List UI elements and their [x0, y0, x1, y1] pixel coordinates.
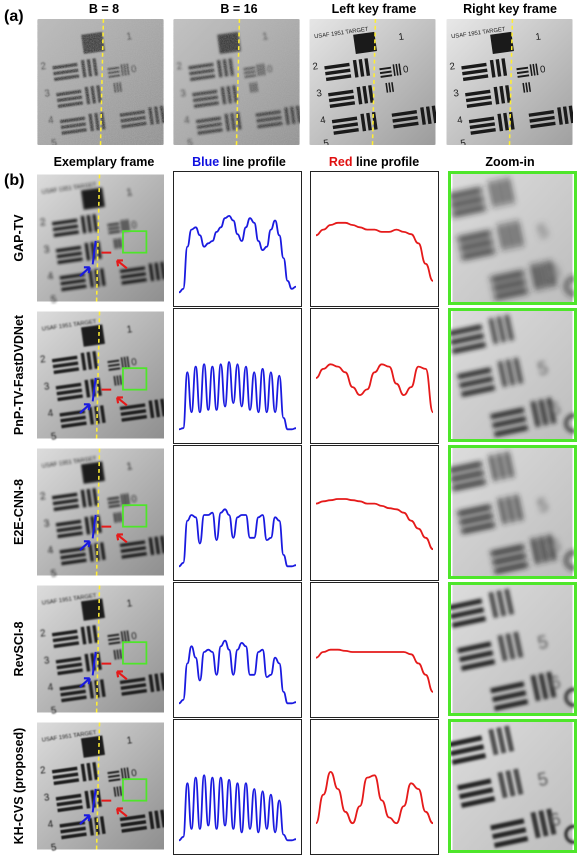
blue-profile-plot-0 [173, 171, 302, 307]
left-key-frame-image: 2 3 4 5 1 0 USAF 1951 TARGET [309, 19, 436, 145]
method-label-1: PnP-TV-FastDVDNet [12, 305, 28, 445]
blue-profile-4-line [179, 775, 296, 840]
zoom-in-image-0: 56 [448, 171, 577, 305]
b8-frame-image: 234510 [37, 19, 164, 145]
method-label-0: GAP-TV [12, 168, 28, 308]
blue-profile-0 [174, 172, 301, 306]
blue-profile-2-line [179, 509, 296, 566]
zoom-in-image-2: 56 [448, 445, 577, 579]
red-profile-1-line [316, 364, 433, 412]
right-key-frame-image: 2 3 4 5 1 0 USAF 1951 TARGET [446, 19, 573, 145]
blue-profile-2 [174, 446, 301, 580]
blue-profile-1-line [179, 362, 296, 429]
col-right-key-title: Right key frame [446, 2, 574, 16]
exemplary-frame-0: 2 3 4 5 1 0 USAF 1951 TARGET [37, 171, 164, 305]
red-profile-plot-0 [310, 171, 439, 307]
blue-profile-plot-4 [173, 719, 302, 855]
red-profile-plot-1 [310, 308, 439, 444]
col-b16-title: B = 16 [175, 2, 303, 16]
blue-profile-4 [174, 720, 301, 854]
method-label-2: E2E-CNN-8 [12, 442, 28, 582]
blue-profile-plot-3 [173, 582, 302, 718]
red-profile-4-line [316, 772, 433, 823]
panel-a-label: (a) [4, 8, 24, 26]
exemplary-frame-header: Exemplary frame [40, 155, 168, 169]
blue-profile-1 [174, 309, 301, 443]
red-profile-plot-4 [310, 719, 439, 855]
col-left-key-title: Left key frame [310, 2, 438, 16]
red-profile-0 [311, 172, 438, 306]
blue-profile-3 [174, 583, 301, 717]
zoom-in-image-1: 56 [448, 308, 577, 442]
red-profile-3 [311, 583, 438, 717]
red-profile-3-line [316, 650, 433, 692]
blue-profile-3-line [179, 641, 296, 704]
red-profile-plot-2 [310, 445, 439, 581]
zoom-in-header: Zoom-in [446, 155, 574, 169]
red-profile-2 [311, 446, 438, 580]
b16-frame-image: 234510 [173, 19, 300, 145]
blue-profile-plot-1 [173, 308, 302, 444]
exemplary-frame-3: 2 3 4 5 1 0 USAF 1951 TARGET [37, 582, 164, 716]
zoom-in-image-4: 56 [448, 719, 577, 853]
zoom-in-image-3: 56 [448, 582, 577, 716]
red-profile-1 [311, 309, 438, 443]
red-profile-4 [311, 720, 438, 854]
method-label-4: KH-CVS (proposed) [12, 716, 28, 856]
red-profile-0-line [316, 223, 433, 281]
method-label-3: RevSCI-8 [12, 579, 28, 719]
blue-profile-plot-2 [173, 445, 302, 581]
col-b8-title: B = 8 [40, 2, 168, 16]
blue-profile-0-line [179, 216, 296, 292]
red-profile-2-line [316, 499, 433, 549]
red-profile-header: Red line profile [310, 155, 438, 169]
exemplary-frame-4: 2 3 4 5 1 0 USAF 1951 TARGET [37, 719, 164, 853]
blue-profile-header: Blue line profile [175, 155, 303, 169]
exemplary-frame-2: 2 3 4 5 1 0 USAF 1951 TARGET [37, 445, 164, 579]
exemplary-frame-1: 2 3 4 5 1 0 USAF 1951 TARGET [37, 308, 164, 442]
red-profile-plot-3 [310, 582, 439, 718]
